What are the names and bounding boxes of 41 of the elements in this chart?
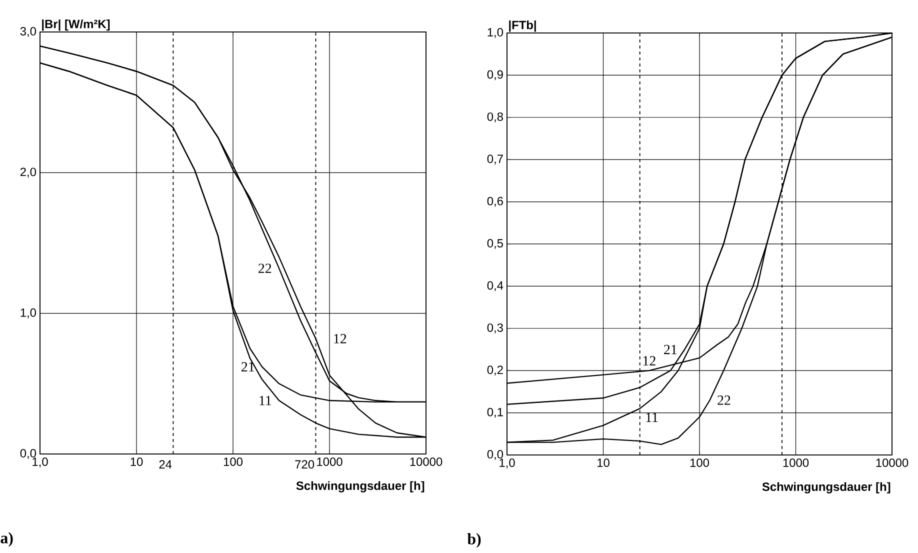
y-axis-title: |Br| [W/m²K] bbox=[42, 19, 110, 31]
y-tick-label: 1,0 bbox=[488, 28, 504, 38]
y-tick-label: 0,1 bbox=[487, 408, 503, 418]
series-label: 22 bbox=[258, 264, 272, 273]
x-tick-label: 1,0 bbox=[500, 458, 515, 468]
y-tick-label: 0,4 bbox=[487, 281, 504, 292]
y-tick-label: 1,0 bbox=[20, 308, 36, 318]
ref-line-label: 720 bbox=[295, 460, 314, 469]
y-tick-label: 0,7 bbox=[487, 154, 503, 165]
x-tick-label: 100 bbox=[690, 458, 710, 467]
series-label: 12 bbox=[334, 334, 346, 344]
y-tick-label: 0,6 bbox=[487, 196, 503, 207]
series-label: 11 bbox=[646, 412, 658, 422]
series-label: 12 bbox=[643, 356, 656, 366]
y-tick-label: 0,0 bbox=[487, 450, 504, 460]
x-axis-title: Schwingungsdauer [h] bbox=[296, 481, 424, 492]
y-tick-label: 0,3 bbox=[487, 323, 503, 334]
x-tick-label: 1,0 bbox=[32, 458, 48, 468]
series-label: 22 bbox=[718, 396, 730, 405]
y-tick-label: 0,9 bbox=[487, 70, 503, 80]
x-tick-label: 10000 bbox=[876, 458, 908, 467]
series-label: 11 bbox=[260, 396, 272, 406]
x-tick-label: 10 bbox=[130, 458, 143, 466]
text: a) bbox=[0, 532, 13, 547]
y-tick-label: 0,8 bbox=[487, 112, 503, 122]
y-tick-label: 0,2 bbox=[487, 366, 503, 376]
x-tick-label: 1000 bbox=[783, 458, 809, 467]
text: b) bbox=[467, 533, 481, 548]
y-tick-label: 3,0 bbox=[20, 27, 36, 37]
series-label: 21 bbox=[242, 362, 254, 372]
x-tick-label: 10 bbox=[598, 458, 610, 467]
y-axis-title: |FTb| bbox=[509, 20, 536, 32]
x-axis-title: Schwingungsdauer [h] bbox=[762, 482, 890, 494]
x-tick-label: 100 bbox=[224, 458, 243, 466]
y-tick-label: 2,0 bbox=[20, 168, 36, 178]
x-tick-label: 1000 bbox=[317, 458, 342, 466]
y-tick-label: 0,0 bbox=[20, 449, 36, 459]
x-tick-label: 10000 bbox=[410, 458, 442, 466]
series-label: 21 bbox=[664, 344, 677, 354]
y-tick-label: 0,5 bbox=[487, 239, 503, 249]
ref-line-label: 24 bbox=[159, 460, 172, 469]
